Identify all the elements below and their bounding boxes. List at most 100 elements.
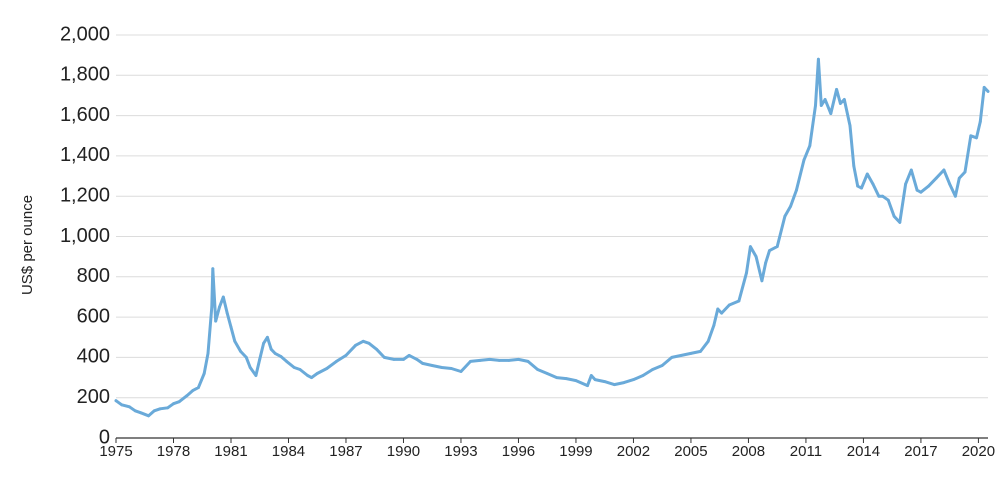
data-point — [325, 367, 329, 370]
data-point — [764, 261, 768, 265]
x-tick-label: 1981 — [214, 443, 247, 460]
data-point — [229, 325, 233, 329]
data-point — [829, 112, 833, 115]
data-point — [266, 335, 269, 339]
data-point — [737, 299, 741, 303]
series-layer — [114, 57, 990, 418]
data-point — [415, 358, 419, 361]
data-point — [904, 182, 907, 186]
data-point — [603, 380, 607, 383]
data-point — [712, 323, 716, 327]
data-point — [927, 184, 930, 188]
data-point — [783, 214, 787, 218]
data-point — [909, 168, 913, 172]
data-point — [248, 366, 252, 369]
data-point — [517, 358, 520, 361]
data-point — [957, 176, 961, 180]
data-point — [354, 343, 357, 347]
data-point — [942, 168, 946, 172]
data-point — [919, 190, 923, 194]
data-point — [954, 194, 957, 198]
gridlines — [116, 34, 988, 399]
data-point — [392, 358, 396, 361]
data-point — [545, 372, 549, 375]
y-tick-label: 1,400 — [60, 144, 110, 166]
data-point — [823, 98, 827, 101]
y-tick-label: 1,200 — [60, 184, 110, 206]
data-point — [210, 305, 214, 309]
data-point — [934, 176, 938, 180]
data-point — [892, 214, 896, 218]
data-point — [375, 347, 378, 351]
data-point — [915, 188, 919, 192]
data-point — [361, 339, 365, 343]
data-point — [848, 124, 852, 128]
x-tick-label: 2005 — [674, 443, 707, 460]
x-tick-label: 2011 — [790, 443, 822, 460]
data-point — [689, 352, 693, 355]
data-point — [177, 400, 181, 404]
y-tick-label: 0 — [99, 426, 110, 448]
data-point — [172, 402, 175, 406]
data-point — [852, 164, 856, 168]
data-point — [507, 359, 511, 362]
data-point — [254, 374, 258, 377]
data-point — [871, 182, 875, 186]
data-point — [760, 279, 764, 283]
x-tick-label: 1978 — [157, 443, 190, 460]
data-point — [273, 352, 277, 355]
y-tick-label: 200 — [77, 386, 110, 408]
data-point — [808, 144, 812, 148]
data-point — [716, 307, 720, 311]
data-point — [817, 57, 820, 61]
data-point — [218, 305, 221, 309]
data-point — [877, 194, 881, 198]
x-tick-label: 2014 — [847, 443, 880, 460]
data-point — [269, 347, 273, 351]
x-tick-label: 1987 — [329, 443, 362, 460]
series-line — [114, 57, 990, 418]
data-point — [233, 339, 237, 343]
data-point — [450, 367, 453, 370]
x-axis-ticks: 1975 1978 1981 1984 1987 1990 1993 1996 1999 2002… — [99, 438, 995, 460]
data-point — [158, 407, 162, 411]
data-point — [382, 356, 386, 359]
data-point — [469, 360, 472, 363]
data-point — [197, 386, 200, 389]
data-point — [699, 350, 702, 353]
y-tick-label: 1,800 — [60, 64, 110, 86]
data-point — [344, 354, 348, 357]
x-tick-label: 2020 — [962, 443, 995, 460]
data-point — [139, 411, 143, 415]
data-point — [898, 221, 902, 224]
data-point — [239, 350, 243, 353]
data-point — [152, 409, 156, 413]
data-point — [114, 399, 118, 403]
data-point — [589, 374, 593, 377]
data-point — [214, 319, 218, 323]
data-point — [565, 377, 568, 380]
data-point — [795, 188, 798, 192]
data-point — [775, 245, 779, 249]
data-point — [660, 364, 664, 367]
data-point — [298, 368, 302, 371]
data-point — [574, 379, 578, 382]
data-point — [819, 104, 823, 107]
data-point — [969, 134, 973, 138]
x-tick-label: 2008 — [732, 443, 765, 460]
y-tick-label: 1,600 — [60, 104, 110, 126]
data-point — [292, 366, 296, 369]
data-point — [536, 368, 539, 371]
data-point — [865, 172, 869, 176]
data-point — [975, 136, 978, 140]
data-point — [459, 370, 463, 373]
y-tick-label: 400 — [77, 346, 110, 368]
data-point — [555, 376, 559, 379]
data-point — [622, 381, 626, 384]
data-point — [211, 267, 215, 271]
data-point — [789, 204, 792, 208]
data-point — [133, 409, 137, 413]
data-point — [651, 368, 654, 371]
y-tick-label: 600 — [77, 305, 110, 327]
